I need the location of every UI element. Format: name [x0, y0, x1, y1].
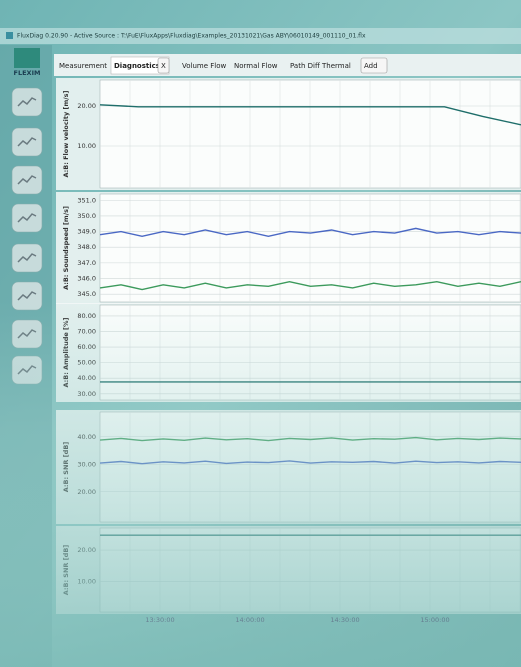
y-tick-label: 346.0	[77, 275, 96, 283]
plot-area	[99, 193, 521, 303]
sidebar-button[interactable]	[11, 281, 43, 311]
y-tick-label: 349.0	[77, 228, 96, 236]
sidebar-button[interactable]	[11, 243, 43, 273]
x-axis: 13:30:00 14:00:00 14:30:00 15:00:00	[145, 616, 449, 624]
x-tick-label: 14:30:00	[330, 616, 359, 624]
sidebar-button[interactable]	[11, 319, 43, 349]
y-tick-label: 351.0	[77, 196, 96, 204]
y-tick-label: 60.00	[77, 343, 96, 351]
y-axis-label: A:B: SNR [dB]	[62, 545, 70, 596]
icon-glyph	[17, 137, 37, 147]
plot-panels: A:B: Flow velocity [m/s] 20.00 10.00 A:B: S…	[56, 78, 521, 614]
x-tick-label: 15:00:00	[420, 616, 449, 624]
y-tick-label: 20.00	[77, 102, 96, 110]
y-tick-label: 10.00	[77, 142, 96, 150]
y-tick-label: 350.0	[77, 212, 96, 220]
icon-glyph	[17, 213, 37, 223]
y-tick-label: 345.0	[77, 290, 96, 298]
icon-glyph	[17, 253, 37, 263]
y-tick-label: 347.0	[77, 259, 96, 267]
y-tick-label: 20.00	[77, 546, 96, 554]
logo: FLEXIM	[14, 69, 41, 77]
window-title: FluxDiag 0.20.90 - Active Source : T:\Fu…	[17, 33, 366, 40]
tab-label[interactable]: Normal Flow	[234, 62, 278, 70]
sidebar-button[interactable]	[11, 127, 43, 157]
y-axis-label: A:B: Flow velocity [m/s]	[62, 91, 70, 178]
series-line	[99, 280, 521, 291]
series-line	[99, 227, 521, 238]
tabs: Measurement Diagnostics X Volume Flow Normal…	[59, 56, 388, 75]
tab-label[interactable]: X	[161, 62, 166, 70]
y-tick-label: 80.00	[77, 312, 96, 320]
app-icon	[6, 32, 13, 39]
icon-glyph	[17, 97, 37, 107]
sidebar-button[interactable]	[11, 203, 43, 233]
y-tick-label: 30.00	[77, 390, 96, 398]
y-tick-label: 40.00	[77, 433, 96, 441]
title-bar	[0, 28, 521, 44]
tab-label[interactable]: Volume Flow	[182, 62, 227, 70]
y-axis-label: A:B: Amplitude [%]	[62, 317, 70, 387]
icon-glyph	[17, 291, 37, 301]
y-tick-label: 20.00	[77, 488, 96, 496]
icon-glyph	[17, 175, 37, 185]
tab-bar	[54, 54, 521, 76]
tab-label[interactable]: Add	[364, 62, 378, 70]
tab-label[interactable]: Diagnostics	[114, 62, 160, 70]
series-line	[99, 104, 521, 126]
plot-area	[99, 527, 521, 613]
tab-label[interactable]: Thermal	[321, 62, 351, 70]
sidebar-button[interactable]	[11, 87, 43, 117]
tab-label[interactable]: Path Diff	[290, 62, 320, 70]
plot-area	[99, 411, 521, 523]
tab-button[interactable]	[360, 57, 388, 74]
sidebar-button[interactable]	[11, 165, 43, 195]
x-tick-label: 13:30:00	[145, 616, 174, 624]
y-tick-label: 50.00	[77, 359, 96, 367]
y-axis-label: A:B: Soundspeed [m/s]	[62, 206, 70, 290]
y-tick-label: 10.00	[77, 577, 96, 585]
sidebar-button[interactable]	[11, 355, 43, 385]
y-axis-label: A:B: SNR [dB]	[62, 442, 70, 493]
y-tick-label: 70.00	[77, 327, 96, 335]
logo-mark	[14, 48, 40, 68]
y-tick-label: 40.00	[77, 374, 96, 382]
y-tick-label: 30.00	[77, 460, 96, 468]
plot-area	[99, 304, 521, 401]
y-tick-label: 348.0	[77, 243, 96, 251]
tab-button[interactable]	[157, 57, 170, 74]
plot-area	[99, 79, 521, 189]
tab-label[interactable]: Measurement	[59, 62, 107, 70]
x-tick-label: 14:00:00	[235, 616, 264, 624]
